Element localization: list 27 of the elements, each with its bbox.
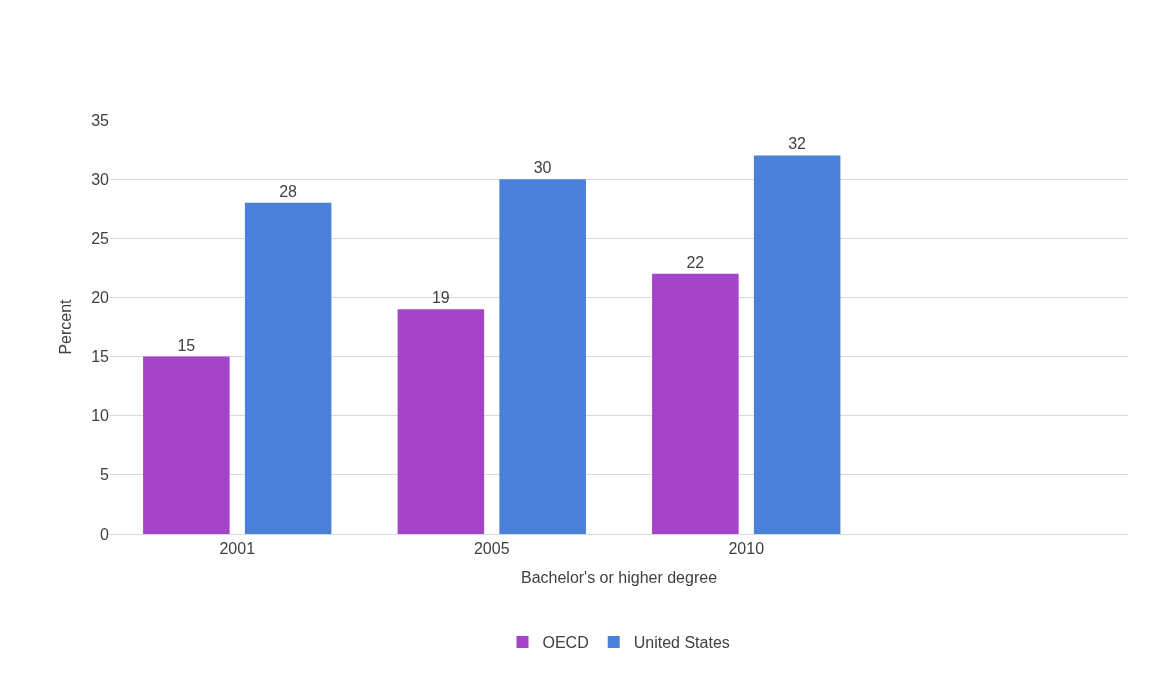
- bar: [244, 202, 332, 534]
- y-axis-title: Percent: [57, 298, 75, 355]
- data-label: 15: [177, 336, 196, 354]
- bar: [652, 273, 739, 534]
- y-tick-label: 20: [91, 289, 110, 307]
- y-tick-label: 0: [100, 525, 110, 543]
- data-label: 28: [279, 182, 298, 200]
- data-label: 32: [788, 135, 807, 153]
- bar: [143, 356, 230, 534]
- y-tick-label: 10: [91, 407, 110, 425]
- x-tick-label: 2010: [728, 540, 765, 558]
- bar: [397, 309, 485, 534]
- legend-label: United States: [633, 634, 730, 652]
- legend-label: OECD: [542, 634, 589, 652]
- y-tick-label: 35: [91, 111, 110, 129]
- x-tick-label: 2001: [219, 540, 256, 558]
- y-tick-label: 25: [91, 229, 110, 247]
- data-label: 30: [533, 159, 552, 177]
- data-label: 19: [431, 289, 450, 307]
- x-tick-label: 2005: [473, 540, 510, 558]
- y-tick-label: 30: [91, 170, 110, 188]
- data-label: 22: [686, 253, 705, 271]
- y-tick-label: 5: [100, 466, 110, 484]
- x-axis-title: Bachelor's or higher degree: [520, 568, 718, 586]
- bar: [499, 179, 586, 534]
- bar: [753, 155, 841, 534]
- y-tick-label: 15: [91, 348, 110, 366]
